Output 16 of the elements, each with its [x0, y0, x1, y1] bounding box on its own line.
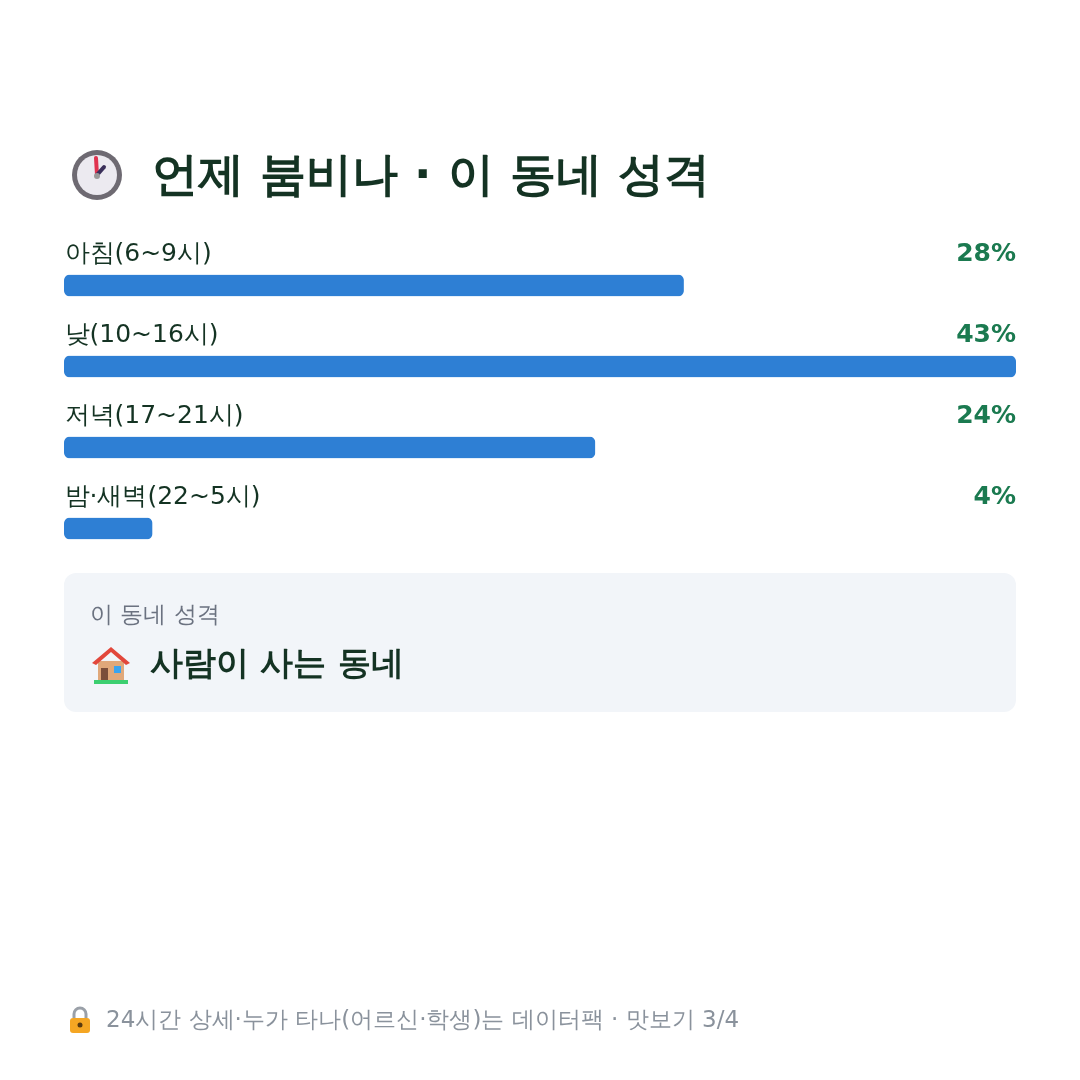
- text: 사람이 사는 동네: [150, 642, 404, 684]
- y-tick-label: 아침(6~9시): [64, 237, 212, 267]
- text: 이 동네 성격: [90, 600, 220, 629]
- y-tick-label: 저녁(17~21시): [64, 399, 244, 429]
- bar: [64, 517, 153, 540]
- data-label: 28%: [956, 237, 1016, 267]
- y-tick-label: 낮(10~16시): [64, 318, 219, 348]
- bar: [64, 436, 596, 459]
- y-tick-label: 밤·새벽(22~5시): [64, 480, 261, 510]
- data-label: 4%: [973, 480, 1016, 510]
- text: 24시간 상세·누가 타나(어르신·학생)는 데이터팩 · 맛보기 3/4: [106, 1005, 740, 1034]
- data-label: 43%: [956, 318, 1016, 348]
- bar: [64, 355, 1016, 378]
- bar: [64, 274, 684, 297]
- chart-title: 언제 붐비나 · 이 동네 성격: [152, 146, 710, 203]
- data-label: 24%: [956, 399, 1016, 429]
